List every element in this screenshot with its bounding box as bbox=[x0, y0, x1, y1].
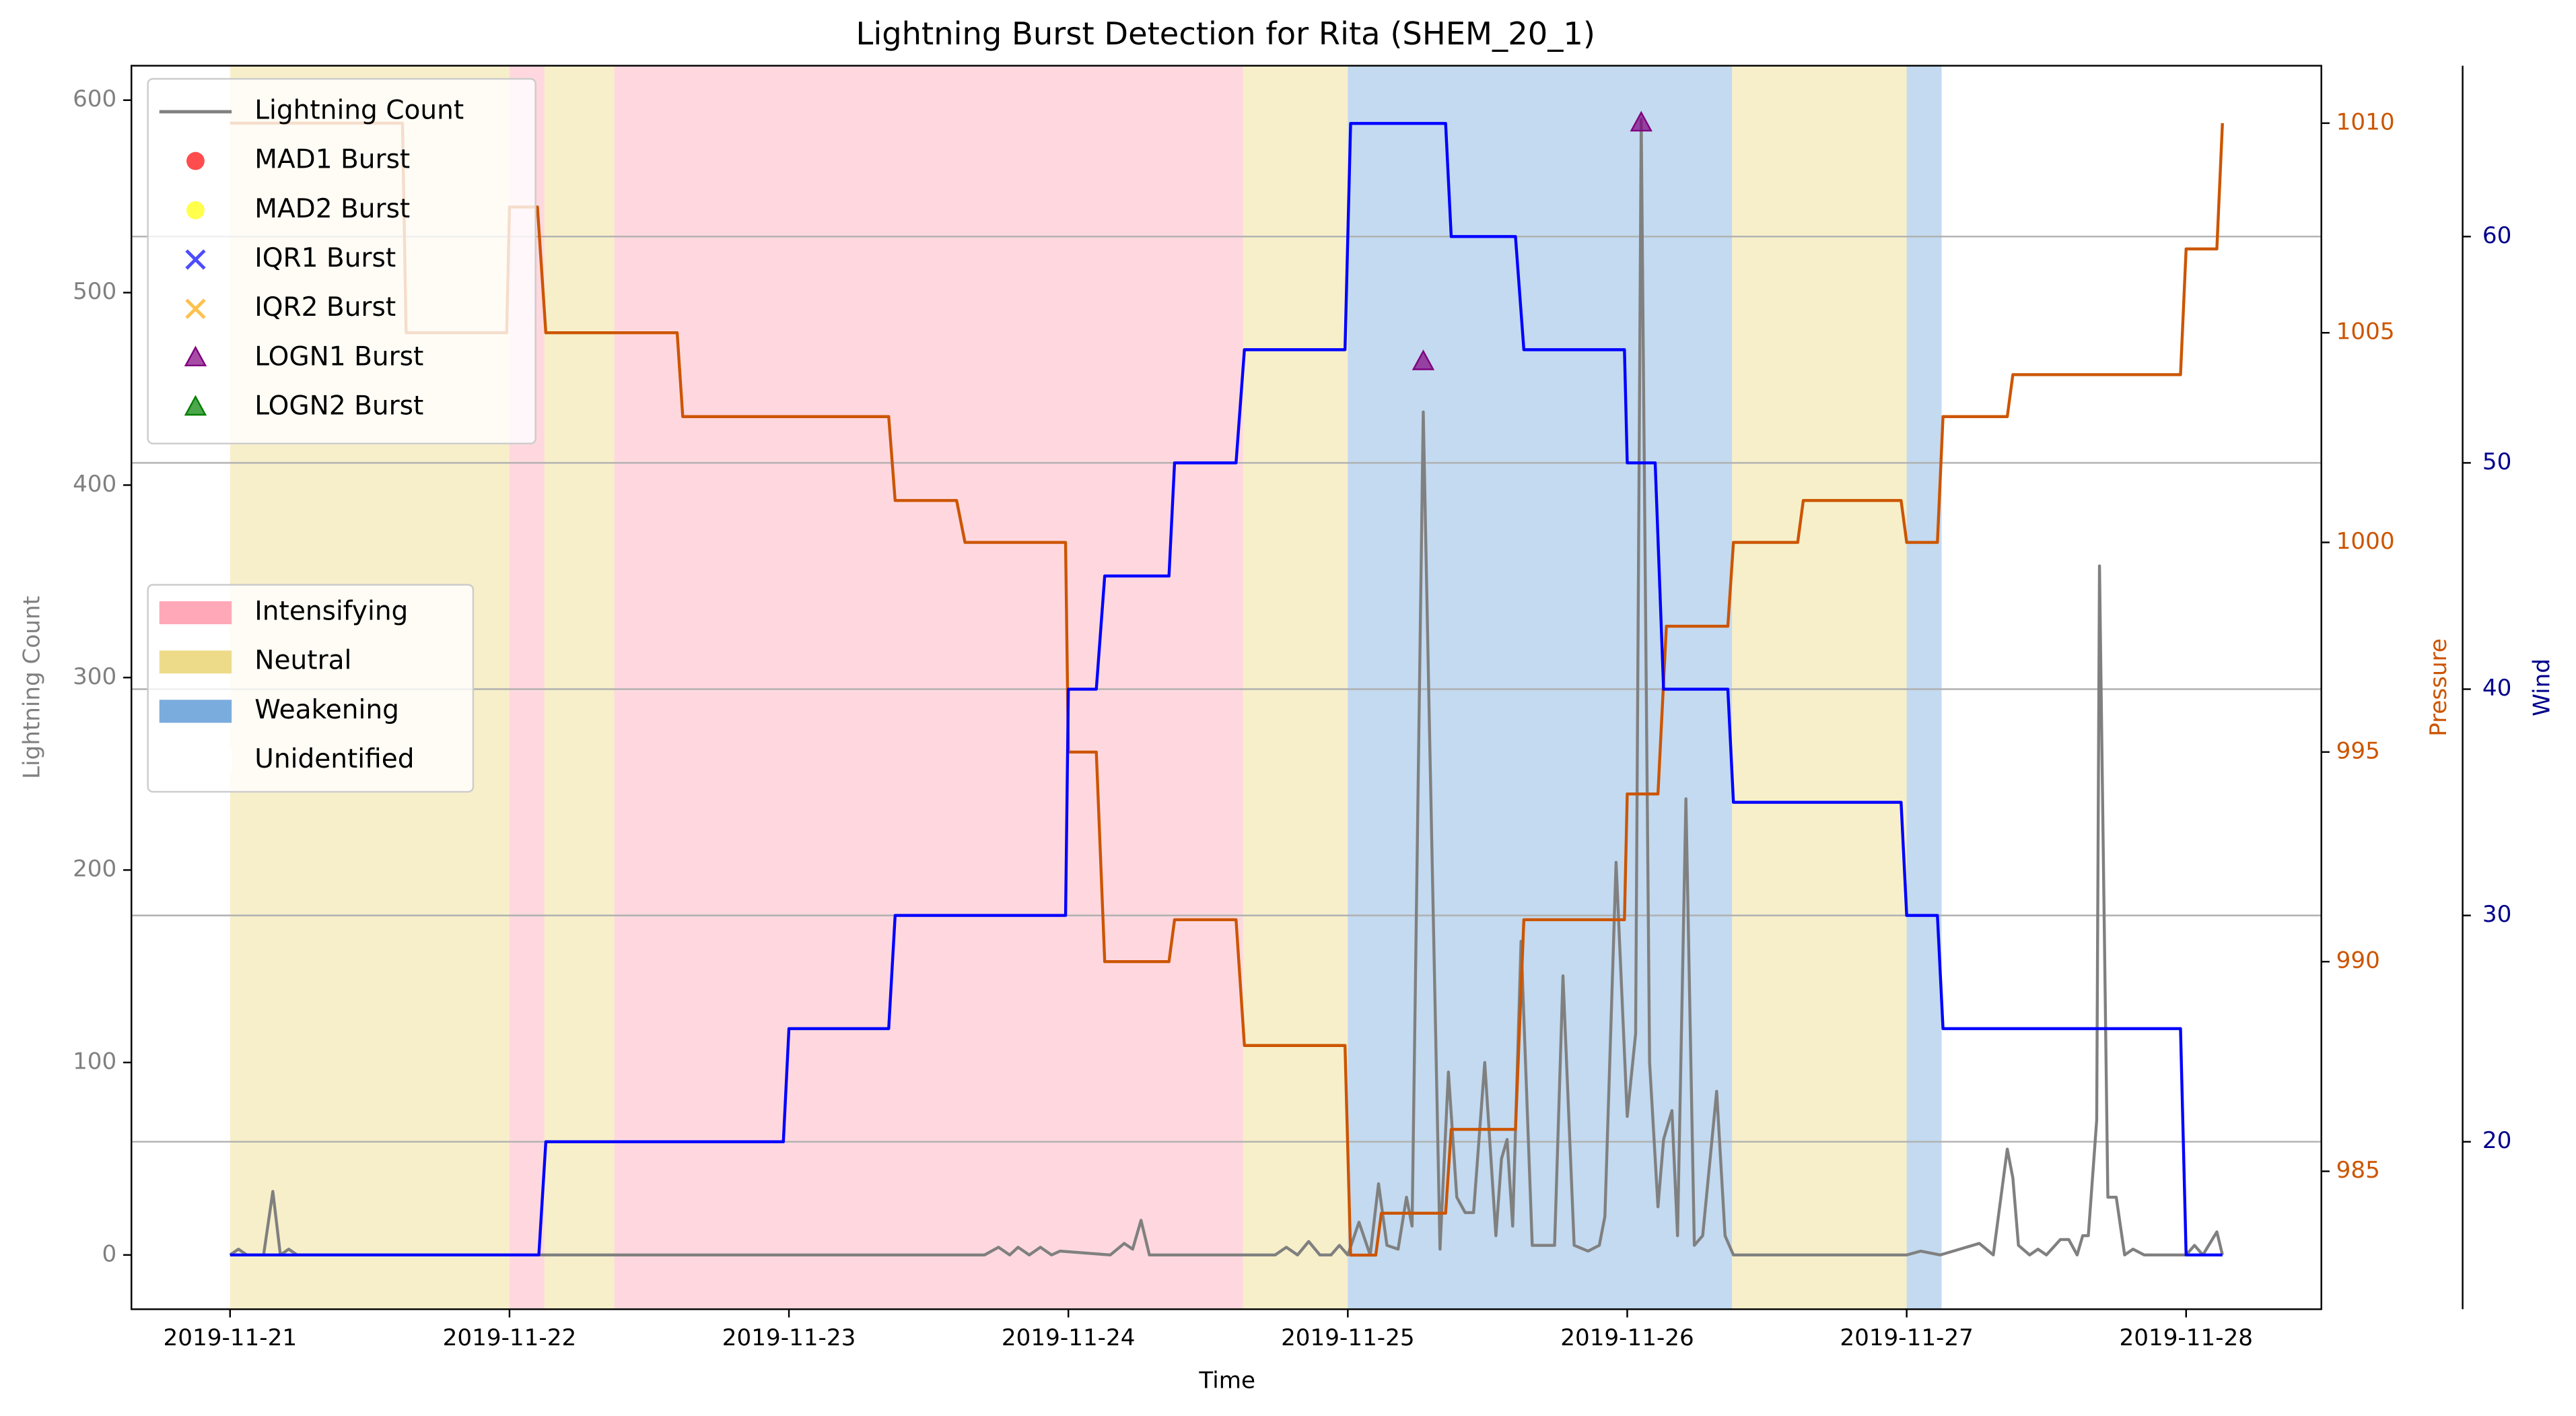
y-tick-label: 400 bbox=[73, 471, 116, 498]
legend-label: IQR2 Burst bbox=[254, 292, 396, 323]
legend-label: LOGN2 Burst bbox=[254, 391, 423, 422]
legend-marker bbox=[186, 151, 205, 170]
x-tick-label: 2019-11-25 bbox=[1281, 1324, 1415, 1351]
phase-span bbox=[614, 65, 1243, 1310]
y3-tick-label: 40 bbox=[2482, 675, 2511, 702]
y-tick-label: 300 bbox=[73, 663, 116, 690]
legend-label: MAD2 Burst bbox=[254, 194, 410, 224]
legend-label: Weakening bbox=[254, 695, 399, 725]
y-tick-label: 600 bbox=[73, 86, 116, 112]
y-tick-label: 100 bbox=[73, 1048, 116, 1075]
x-tick-label: 2019-11-21 bbox=[164, 1324, 298, 1351]
legend-marker bbox=[185, 249, 206, 270]
legend-patch bbox=[159, 700, 232, 723]
legend-marker bbox=[186, 201, 205, 220]
y2-tick-label: 1000 bbox=[2336, 528, 2395, 555]
burst-marker bbox=[1630, 110, 1652, 132]
y3-tick-label: 30 bbox=[2482, 901, 2511, 928]
phase-span bbox=[1348, 65, 1733, 1310]
legend-label: Intensifying bbox=[254, 597, 408, 627]
phase-span bbox=[1941, 65, 2221, 1310]
legend-patch bbox=[159, 749, 232, 772]
y2-tick-label: 995 bbox=[2336, 737, 2380, 764]
chart-title: Lightning Burst Detection for Rita (SHEM… bbox=[856, 15, 1595, 52]
legend-label: MAD1 Burst bbox=[254, 145, 410, 175]
x-tick-label: 2019-11-22 bbox=[443, 1324, 577, 1351]
phase-span bbox=[1243, 65, 1348, 1310]
legend-label: Unidentified bbox=[254, 744, 414, 774]
y-tick-label: 500 bbox=[73, 278, 116, 305]
y2-tick-label: 985 bbox=[2336, 1157, 2380, 1184]
x-tick-label: 2019-11-24 bbox=[1002, 1324, 1136, 1351]
phase-legend: Intensifying Neutral Weakening Unidentified bbox=[147, 584, 475, 793]
phase-span bbox=[1906, 65, 1942, 1310]
legend-patch bbox=[159, 601, 232, 625]
legend: Lightning Count MAD1 Burst MAD2 Burst IQR1 … bbox=[147, 77, 536, 444]
data-line bbox=[229, 118, 2224, 1257]
y2-tick-label: 1010 bbox=[2336, 108, 2395, 135]
y3-tick-label: 60 bbox=[2482, 222, 2511, 249]
legend-patch bbox=[159, 650, 232, 674]
legend-marker bbox=[184, 395, 207, 416]
y-tick-label: 200 bbox=[73, 856, 116, 883]
y-tick-label: 0 bbox=[102, 1240, 117, 1267]
y3-tick-label: 50 bbox=[2482, 448, 2511, 475]
legend-label: IQR1 Burst bbox=[254, 243, 396, 273]
legend-marker bbox=[185, 298, 206, 319]
burst-marker bbox=[1412, 349, 1435, 370]
legend-marker bbox=[184, 345, 207, 367]
phase-span bbox=[1732, 65, 1907, 1310]
x-tick-label: 2019-11-28 bbox=[2119, 1324, 2253, 1351]
y2-tick-label: 1005 bbox=[2336, 318, 2395, 345]
data-line bbox=[230, 121, 2224, 1257]
x-axis-label: Time bbox=[1198, 1367, 1255, 1394]
legend-label: Lightning Count bbox=[254, 95, 464, 125]
legend-box bbox=[147, 584, 475, 793]
legend-box bbox=[147, 77, 536, 444]
x-tick-label: 2019-11-23 bbox=[722, 1324, 856, 1351]
x-tick-label: 2019-11-26 bbox=[1560, 1324, 1694, 1351]
y3-tick-label: 20 bbox=[2482, 1127, 2511, 1154]
legend-label: Neutral bbox=[254, 646, 351, 676]
y2-tick-label: 990 bbox=[2336, 947, 2380, 974]
data-line bbox=[230, 122, 2223, 1256]
legend-label: LOGN1 Burst bbox=[254, 341, 423, 372]
plot-frame bbox=[131, 65, 2322, 1310]
y2-axis-label: Pressure bbox=[2425, 638, 2452, 737]
phase-span bbox=[544, 65, 615, 1310]
y3-axis-label: Wind bbox=[2529, 659, 2556, 716]
x-tick-label: 2019-11-27 bbox=[1840, 1324, 1974, 1351]
y-axis-label: Lightning Count bbox=[18, 596, 45, 779]
